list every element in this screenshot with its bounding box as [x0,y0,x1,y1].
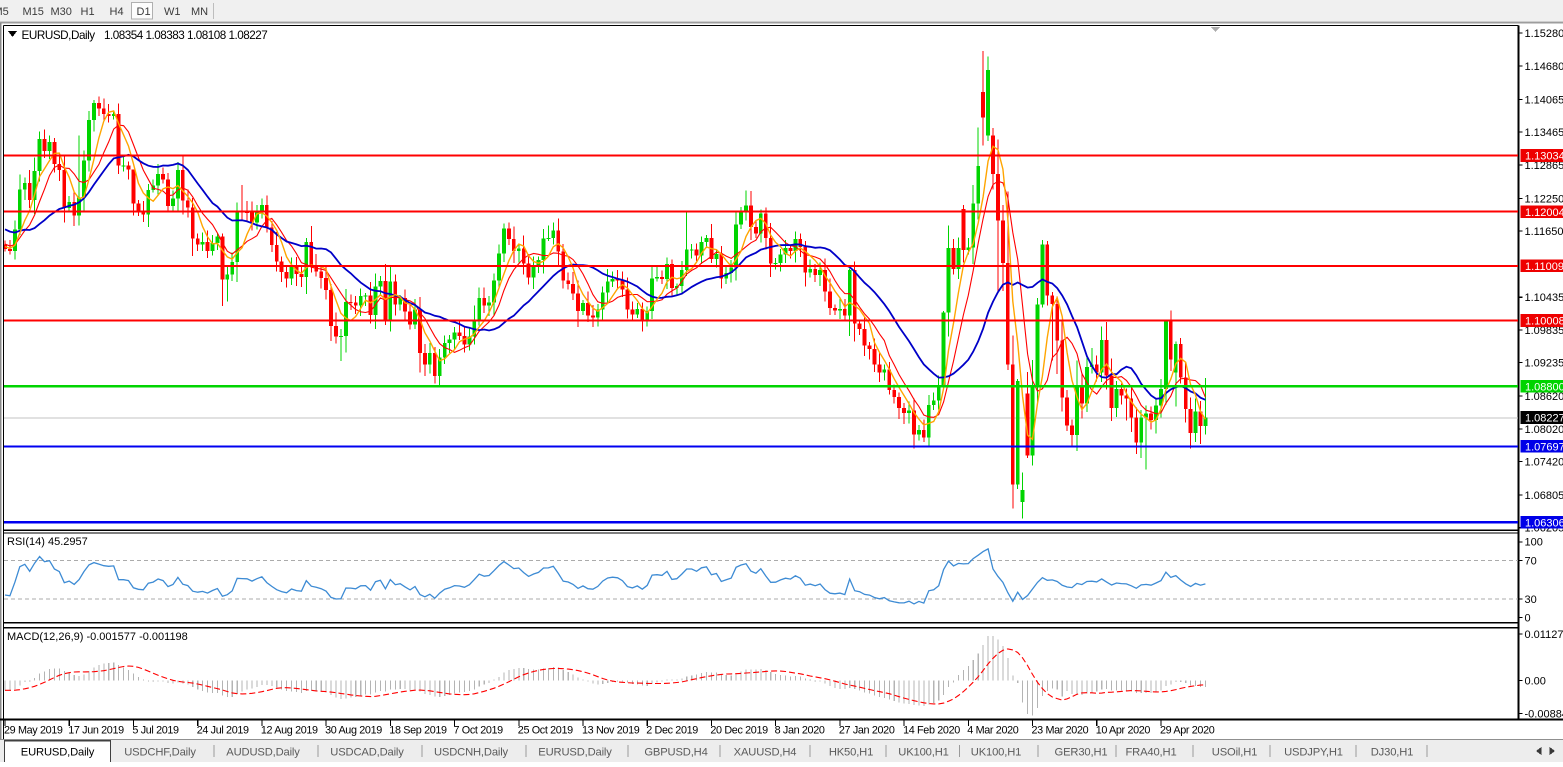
svg-text:M30: M30 [51,6,72,18]
svg-text:MACD(12,26,9) -0.001577 -0.001: MACD(12,26,9) -0.001577 -0.001198 [7,631,188,643]
svg-text:1.13034: 1.13034 [1525,151,1563,163]
svg-text:12 Aug 2019: 12 Aug 2019 [261,725,318,737]
svg-text:H4: H4 [110,6,124,18]
svg-text:1.10435: 1.10435 [1525,292,1563,304]
svg-text:UK100,H1: UK100,H1 [971,747,1021,759]
svg-text:10 Apr 2020: 10 Apr 2020 [1096,725,1151,737]
svg-text:13 Nov 2019: 13 Nov 2019 [582,725,640,737]
svg-text:20 Dec 2019: 20 Dec 2019 [710,725,768,737]
svg-text:USOil,H1: USOil,H1 [1212,747,1257,759]
svg-text:1.14680: 1.14680 [1525,61,1563,73]
svg-text:1.10008: 1.10008 [1525,316,1563,328]
svg-text:GER30,H1: GER30,H1 [1055,747,1108,759]
svg-text:D1: D1 [137,6,151,18]
svg-text:DJ30,H1: DJ30,H1 [1371,747,1413,759]
svg-text:USDCAD,Daily: USDCAD,Daily [330,747,404,759]
svg-text:UK100,H1: UK100,H1 [898,747,948,759]
svg-text:14 Feb 2020: 14 Feb 2020 [903,725,960,737]
svg-text:18 Sep 2019: 18 Sep 2019 [389,725,447,737]
svg-text:1.15280: 1.15280 [1525,28,1563,40]
svg-text:EURUSD,Daily: EURUSD,Daily [538,747,612,759]
svg-text:30 Aug 2019: 30 Aug 2019 [325,725,382,737]
svg-text:1.09235: 1.09235 [1525,358,1563,370]
svg-text:100: 100 [1525,537,1543,549]
svg-text:1.08354 1.08383 1.08108 1.0822: 1.08354 1.08383 1.08108 1.08227 [104,29,267,42]
svg-text:1.14065: 1.14065 [1525,94,1563,106]
svg-text:1.13465: 1.13465 [1525,127,1563,139]
svg-text:1.11009: 1.11009 [1525,261,1563,273]
svg-text:M5: M5 [0,6,9,18]
svg-text:29 May 2019: 29 May 2019 [4,725,63,737]
svg-text:-0.008845: -0.008845 [1525,709,1563,721]
svg-text:1.06306: 1.06306 [1525,517,1563,529]
svg-text:USDJPY,H1: USDJPY,H1 [1284,747,1343,759]
svg-text:0.011277: 0.011277 [1525,629,1563,641]
svg-text:W1: W1 [164,6,181,18]
svg-text:70: 70 [1525,556,1537,568]
svg-text:23 Mar 2020: 23 Mar 2020 [1032,725,1089,737]
svg-text:MN: MN [191,6,208,18]
svg-text:25 Oct 2019: 25 Oct 2019 [518,725,573,737]
svg-text:FRA40,H1: FRA40,H1 [1125,747,1176,759]
svg-text:EURUSD,Daily: EURUSD,Daily [21,747,95,759]
svg-text:H1: H1 [81,6,95,18]
svg-text:1.11650: 1.11650 [1525,226,1563,238]
svg-text:30: 30 [1525,594,1537,606]
svg-text:HK50,H1: HK50,H1 [829,747,873,759]
svg-text:1.07697: 1.07697 [1525,442,1563,454]
svg-text:RSI(14) 45.2957: RSI(14) 45.2957 [7,536,88,548]
svg-text:M15: M15 [23,6,44,18]
svg-text:EURUSD,Daily: EURUSD,Daily [22,29,96,42]
svg-text:7 Oct 2019: 7 Oct 2019 [454,725,504,737]
svg-text:1.08800: 1.08800 [1525,382,1563,394]
svg-text:AUDUSD,Daily: AUDUSD,Daily [226,747,300,759]
svg-text:XAUUSD,H4: XAUUSD,H4 [734,747,797,759]
svg-text:5 Jul 2019: 5 Jul 2019 [132,725,179,737]
svg-text:29 Apr 2020: 29 Apr 2020 [1160,725,1215,737]
svg-text:1.08020: 1.08020 [1525,424,1563,436]
svg-text:1.07420: 1.07420 [1525,457,1563,469]
svg-text:1.12250: 1.12250 [1525,193,1563,205]
svg-text:2 Dec 2019: 2 Dec 2019 [646,725,698,737]
svg-text:1.06805: 1.06805 [1525,490,1563,502]
svg-text:8 Jan 2020: 8 Jan 2020 [775,725,825,737]
svg-text:17 Jun 2019: 17 Jun 2019 [68,725,124,737]
svg-text:4 Mar 2020: 4 Mar 2020 [967,725,1018,737]
svg-text:USDCNH,Daily: USDCNH,Daily [434,747,509,759]
svg-text:0: 0 [1525,613,1531,625]
svg-text:0.00: 0.00 [1525,676,1546,688]
svg-text:1.12004: 1.12004 [1525,207,1563,219]
svg-text:27 Jan 2020: 27 Jan 2020 [839,725,895,737]
svg-text:1.08227: 1.08227 [1525,413,1563,425]
svg-text:GBPUSD,H4: GBPUSD,H4 [644,747,707,759]
svg-text:USDCHF,Daily: USDCHF,Daily [124,747,196,759]
svg-text:24 Jul 2019: 24 Jul 2019 [197,725,249,737]
